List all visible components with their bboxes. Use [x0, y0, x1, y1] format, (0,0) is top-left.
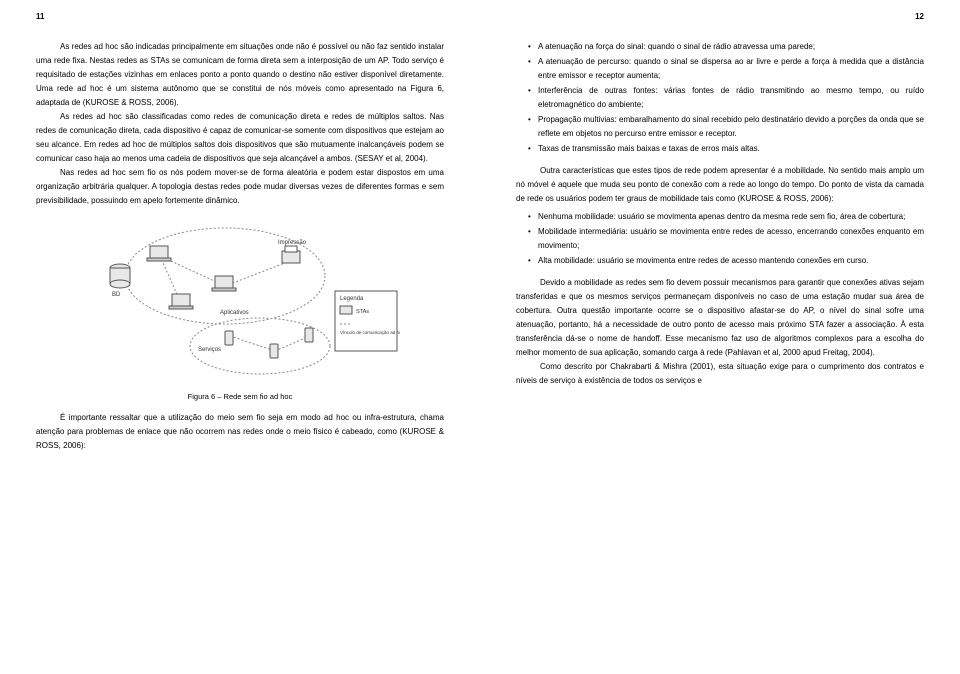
bd-label: BD [112, 292, 121, 298]
list-item: A atenuação na força do sinal: quando o … [528, 40, 924, 54]
stas-label: STAs [356, 309, 369, 315]
figure-6: BD Impressão Aplicativos Serviços Legend… [80, 216, 400, 386]
laptop-icon [212, 276, 236, 291]
aplicativos-label: Aplicativos [220, 310, 249, 316]
phone-icon [305, 328, 313, 342]
legenda-label: Legenda [340, 296, 364, 302]
bullet-list-1: A atenuação na força do sinal: quando o … [516, 40, 924, 156]
list-item: A atenuação de percurso: quando o sinal … [528, 55, 924, 83]
page-number-left: 11 [36, 10, 44, 24]
phone-icon [270, 344, 278, 358]
phone-icon [225, 331, 233, 345]
para-l3: Nas redes ad hoc sem fio os nós podem mo… [36, 166, 444, 208]
figure-6-caption: Figura 6 – Rede sem fio ad hoc [36, 390, 444, 403]
para-l4: É importante ressaltar que a utilização … [36, 411, 444, 453]
laptop-icon [147, 246, 171, 261]
content-left: As redes ad hoc são indicadas principalm… [36, 40, 444, 453]
list-item: Nenhuma mobilidade: usuário se movimenta… [528, 210, 924, 224]
list-item: Taxas de transmissão mais baixas e taxas… [528, 142, 924, 156]
para-l2: As redes ad hoc são classificadas como r… [36, 110, 444, 166]
page-number-right: 12 [915, 10, 924, 24]
laptop-icon [169, 294, 193, 309]
para-r3: Como descrito por Chakrabarti & Mishra (… [516, 360, 924, 388]
figure-6-svg: BD Impressão Aplicativos Serviços Legend… [80, 216, 400, 386]
content-right: A atenuação na força do sinal: quando o … [516, 40, 924, 388]
para-r2: Devido a mobilidade as redes sem fio dev… [516, 276, 924, 360]
printer-icon [282, 246, 300, 263]
vinculo-label: Vínculo de comunicação ad hoc [340, 330, 400, 335]
para-l1: As redes ad hoc são indicadas principalm… [36, 40, 444, 110]
para-r1: Outra características que estes tipos de… [516, 164, 924, 206]
page-left: 11 As redes ad hoc são indicadas princip… [0, 0, 480, 674]
bullet-list-2: Nenhuma mobilidade: usuário se movimenta… [516, 210, 924, 268]
servicos-label: Serviços [198, 347, 221, 353]
list-item: Alta mobilidade: usuário se movimenta en… [528, 254, 924, 268]
list-item: Mobilidade intermediária: usuário se mov… [528, 225, 924, 253]
impressao-label: Impressão [278, 240, 307, 246]
bd-icon [110, 264, 130, 288]
page-right: 12 A atenuação na força do sinal: quando… [480, 0, 960, 674]
list-item: Interferência de outras fontes: várias f… [528, 84, 924, 112]
list-item: Propagação multivias: embaralhamento do … [528, 113, 924, 141]
